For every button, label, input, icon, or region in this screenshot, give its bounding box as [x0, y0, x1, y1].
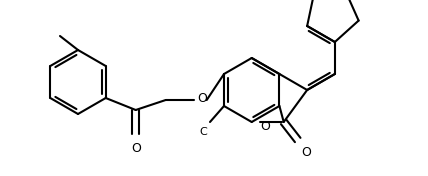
Text: O: O — [260, 120, 270, 133]
Text: O: O — [198, 92, 208, 105]
Text: O: O — [131, 142, 141, 155]
Text: O: O — [302, 146, 312, 159]
Text: C: C — [199, 127, 207, 137]
